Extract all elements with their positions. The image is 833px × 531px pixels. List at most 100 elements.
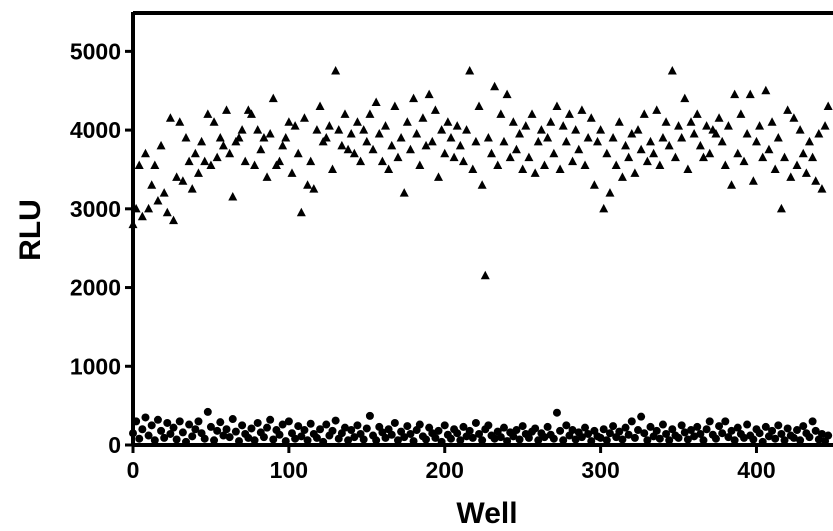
triangle-point bbox=[434, 172, 444, 181]
triangle-point bbox=[362, 136, 372, 146]
triangle-point bbox=[539, 160, 549, 170]
triangle-point bbox=[309, 184, 319, 193]
axes bbox=[131, 11, 833, 447]
triangle-point bbox=[352, 117, 362, 126]
triangle-point bbox=[811, 176, 821, 185]
triangle-point bbox=[402, 117, 412, 126]
triangle-point bbox=[265, 129, 275, 138]
circle-point bbox=[693, 422, 702, 431]
triangle-point bbox=[667, 66, 677, 75]
circle-point bbox=[250, 436, 259, 445]
triangle-point bbox=[278, 140, 288, 150]
circle-point bbox=[749, 435, 758, 444]
triangle-point bbox=[733, 148, 743, 158]
circle-point bbox=[459, 422, 468, 431]
triangle-point bbox=[446, 132, 456, 142]
x-tick-label: 200 bbox=[426, 457, 464, 483]
circle-point bbox=[568, 426, 577, 435]
triangle-point bbox=[421, 140, 431, 150]
circle-point bbox=[465, 426, 474, 435]
triangle-point bbox=[761, 85, 771, 95]
triangle-point bbox=[496, 109, 506, 118]
triangle-point bbox=[381, 121, 391, 130]
triangle-point bbox=[140, 148, 150, 158]
triangle-point bbox=[315, 101, 325, 110]
triangle-point bbox=[349, 148, 359, 158]
triangle-point bbox=[543, 132, 553, 142]
triangle-point bbox=[246, 109, 256, 118]
circle-point bbox=[213, 426, 222, 435]
triangle-point bbox=[511, 144, 521, 154]
circle-point bbox=[319, 437, 328, 446]
triangle-point bbox=[817, 184, 827, 193]
triangle-point bbox=[147, 180, 157, 189]
triangle-point bbox=[649, 148, 659, 158]
triangle-point bbox=[144, 203, 154, 213]
triangle-point bbox=[624, 152, 634, 162]
circle-point bbox=[534, 436, 543, 445]
circle-point bbox=[587, 437, 596, 446]
triangle-point bbox=[137, 211, 147, 221]
triangle-point bbox=[801, 168, 811, 177]
triangle-point bbox=[346, 129, 356, 138]
triangle-point bbox=[702, 121, 712, 130]
triangle-point bbox=[306, 156, 316, 166]
triangle-point bbox=[175, 117, 185, 126]
triangle-point bbox=[334, 125, 344, 134]
circle-point bbox=[231, 427, 240, 436]
circle-point bbox=[129, 429, 137, 438]
circle-point bbox=[150, 436, 159, 445]
circle-point bbox=[805, 433, 814, 442]
triangle-point bbox=[723, 121, 733, 130]
circle-point bbox=[683, 435, 692, 444]
circle-point bbox=[740, 433, 749, 442]
circle-point bbox=[331, 416, 340, 425]
triangle-point bbox=[225, 148, 235, 158]
triangle-point bbox=[705, 148, 715, 158]
circle-point bbox=[206, 422, 215, 431]
circle-point bbox=[596, 433, 605, 442]
y-tick-label: 1000 bbox=[70, 353, 121, 379]
triangle-point bbox=[228, 192, 238, 201]
circle-point bbox=[431, 433, 440, 442]
triangle-point bbox=[820, 121, 830, 130]
triangle-point bbox=[321, 132, 331, 142]
triangle-point bbox=[209, 117, 219, 126]
triangle-point bbox=[299, 113, 309, 122]
y-tick-label: 5000 bbox=[70, 38, 121, 64]
circle-point bbox=[157, 426, 166, 435]
triangle-point bbox=[440, 148, 450, 158]
triangle-point bbox=[549, 148, 559, 158]
circle-point bbox=[328, 426, 337, 435]
triangle-point bbox=[636, 144, 646, 154]
triangle-point bbox=[293, 148, 303, 158]
circle-point bbox=[344, 436, 353, 445]
circle-point bbox=[437, 437, 446, 446]
triangle-point bbox=[178, 176, 188, 185]
circle-point bbox=[181, 437, 190, 446]
circle-point bbox=[543, 422, 552, 431]
circle-point bbox=[512, 426, 521, 435]
triangle-point bbox=[256, 144, 266, 154]
triangle-point bbox=[371, 97, 381, 107]
circle-point bbox=[584, 429, 593, 438]
triangle-point bbox=[645, 136, 655, 146]
triangle-point bbox=[533, 136, 543, 146]
triangle-point bbox=[405, 144, 415, 154]
circle-point bbox=[387, 430, 396, 439]
circle-point bbox=[562, 421, 571, 430]
triangle-point bbox=[328, 164, 338, 173]
y-tick-label: 4000 bbox=[70, 117, 121, 143]
circle-point bbox=[456, 436, 465, 445]
triangle-point bbox=[415, 160, 425, 170]
circle-point bbox=[406, 429, 415, 438]
circle-point bbox=[602, 436, 611, 445]
circle-point bbox=[696, 429, 705, 438]
triangle-point bbox=[783, 105, 793, 114]
x-tick-label: 300 bbox=[581, 457, 619, 483]
triangle-point bbox=[150, 160, 160, 170]
triangle-point bbox=[268, 93, 278, 103]
triangle-point bbox=[250, 160, 260, 170]
circle-point bbox=[203, 407, 212, 416]
circle-point bbox=[228, 415, 237, 424]
